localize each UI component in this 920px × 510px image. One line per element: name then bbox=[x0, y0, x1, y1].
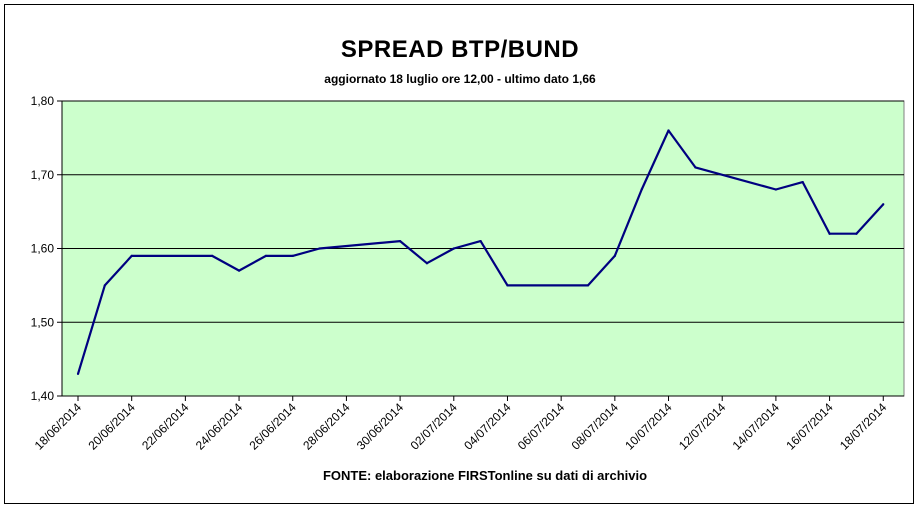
x-tick-label: 10/07/2014 bbox=[622, 400, 675, 453]
data-point bbox=[318, 247, 321, 250]
y-tick-label: 1,60 bbox=[31, 242, 55, 256]
data-point bbox=[425, 262, 429, 265]
data-point bbox=[801, 181, 804, 184]
data-point bbox=[882, 203, 885, 206]
x-tick-label: 30/06/2014 bbox=[354, 400, 407, 453]
y-tick-label: 1,40 bbox=[31, 389, 55, 403]
x-tick-label: 16/07/2014 bbox=[783, 400, 836, 453]
data-point bbox=[586, 284, 590, 287]
data-point bbox=[264, 254, 267, 257]
data-point bbox=[694, 166, 697, 169]
data-point bbox=[506, 284, 509, 287]
x-tick-label: 02/07/2014 bbox=[408, 400, 461, 453]
data-point bbox=[130, 254, 133, 257]
data-point bbox=[613, 254, 616, 257]
x-tick-label: 24/06/2014 bbox=[193, 400, 246, 453]
data-point bbox=[640, 188, 643, 191]
x-tick-label: 12/07/2014 bbox=[676, 400, 729, 453]
x-tick-label: 08/07/2014 bbox=[569, 400, 622, 453]
data-point bbox=[855, 232, 858, 235]
x-tick-label: 04/07/2014 bbox=[461, 400, 514, 453]
chart-source: FONTE: elaborazione FIRSTonline su dati … bbox=[322, 468, 648, 483]
data-point bbox=[667, 129, 670, 132]
data-point bbox=[291, 254, 294, 257]
x-tick-label: 28/06/2014 bbox=[300, 400, 353, 453]
data-point bbox=[211, 254, 214, 257]
data-point bbox=[774, 188, 777, 191]
data-point bbox=[76, 372, 80, 375]
data-point bbox=[399, 240, 402, 243]
x-tick-label: 22/06/2014 bbox=[139, 400, 192, 453]
x-tick-label: 18/07/2014 bbox=[837, 400, 890, 453]
data-point bbox=[828, 232, 831, 235]
chart-title: SPREAD BTP/BUND bbox=[340, 36, 580, 63]
data-point bbox=[237, 269, 241, 272]
chart-subtitle: aggiornato 18 luglio ore 12,00 - ultimo … bbox=[324, 72, 596, 86]
x-tick-label: 06/07/2014 bbox=[515, 400, 568, 453]
x-tick-label: 20/06/2014 bbox=[85, 400, 138, 453]
y-tick-label: 1,80 bbox=[31, 94, 55, 108]
x-tick-label: 14/07/2014 bbox=[730, 400, 783, 453]
data-point bbox=[103, 284, 106, 287]
x-tick-label: 26/06/2014 bbox=[246, 400, 299, 453]
data-point bbox=[452, 247, 455, 250]
y-tick-label: 1,50 bbox=[31, 315, 55, 329]
y-tick-label: 1,70 bbox=[31, 168, 55, 182]
x-tick-label: 18/06/2014 bbox=[32, 400, 85, 453]
data-point bbox=[479, 240, 482, 243]
